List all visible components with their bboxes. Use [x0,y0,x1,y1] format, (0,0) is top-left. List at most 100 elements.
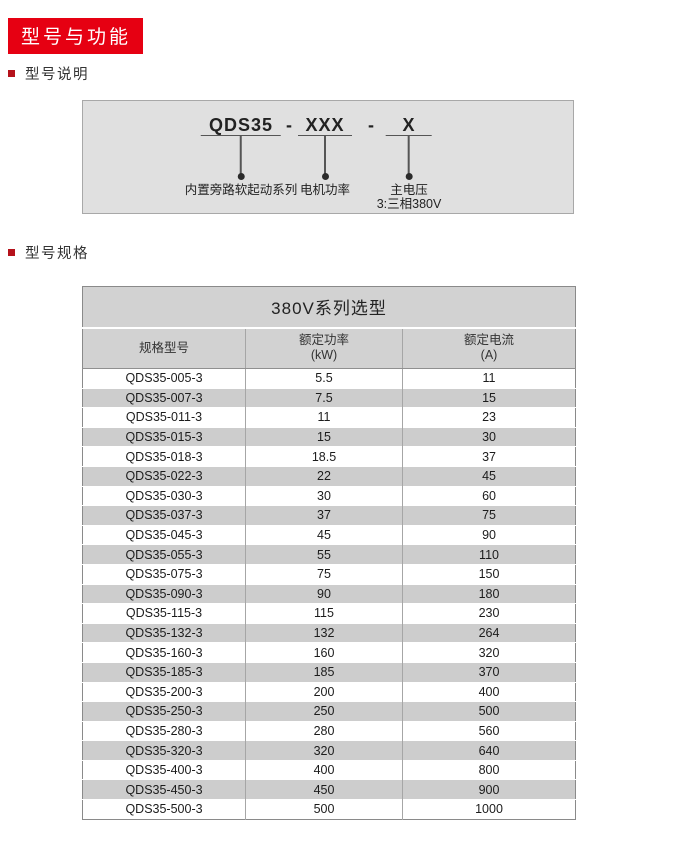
table-row: QDS35-005-3 5.5 11 [82,368,576,389]
diagram-part-series: QDS35 内置旁路软起动系列 [185,114,298,197]
callout-dot-icon [237,173,245,180]
model-cell: QDS35-115-3 [82,603,246,624]
column-header-line: 额定电流 [464,333,515,348]
model-cell: QDS35-015-3 [82,426,246,447]
callout-line [324,136,326,174]
series-code: QDS35 [200,114,281,136]
model-code-diagram: QDS35 内置旁路软起动系列 - XXX 电机功率 - X 主电压 3:三相3… [82,100,574,214]
voltage-sublabel: 3:三相380V [376,197,442,211]
table-title-row: 380V系列选型 [82,286,576,329]
voltage-label: 主电压 [390,183,428,197]
table-row: QDS35-400-3 400 800 [82,759,576,780]
section-model-description: 型号说明 [8,63,89,84]
current-cell: 1000 [401,799,576,820]
table-row: QDS35-018-3 18.5 37 [82,446,576,467]
table-row: QDS35-132-3 132 264 [82,622,576,643]
current-cell: 30 [401,426,576,447]
table-row: QDS35-007-3 7.5 15 [82,387,576,408]
power-cell: 5.5 [245,368,403,389]
power-cell: 37 [245,505,403,526]
current-cell: 75 [401,505,576,526]
current-cell: 37 [401,446,576,467]
diagram-part-power: XXX 电机功率 [298,114,352,197]
table-title: 380V系列选型 [82,286,576,329]
code-separator: - [286,115,292,135]
current-cell: 640 [401,740,576,761]
current-cell: 90 [401,524,576,545]
table-row: QDS35-090-3 90 180 [82,583,576,604]
code-separator: - [368,115,374,135]
power-cell: 18.5 [245,446,403,467]
current-cell: 900 [401,779,576,800]
table-row: QDS35-450-3 450 900 [82,779,576,800]
current-cell: 560 [401,720,576,741]
model-cell: QDS35-030-3 [82,485,246,506]
power-cell: 400 [245,759,403,780]
spec-table: 380V系列选型 规格型号 额定功率 (kW) 额定电流 (A) [82,286,577,820]
model-cell: QDS35-500-3 [82,799,246,820]
power-cell: 132 [245,622,403,643]
model-cell: QDS35-045-3 [82,524,246,545]
voltage-code: X [386,114,432,136]
model-cell: QDS35-132-3 [82,622,246,643]
table-row: QDS35-011-3 11 23 [82,407,576,428]
power-cell: 7.5 [245,387,403,408]
column-header-model: 规格型号 [82,327,246,369]
table-body: QDS35-005-3 5.5 11 QDS35-007-3 7.5 15 QD… [82,368,576,820]
power-cell: 450 [245,779,403,800]
model-cell: QDS35-400-3 [82,759,246,780]
power-cell: 30 [245,485,403,506]
current-cell: 45 [401,465,576,487]
table-row: QDS35-280-3 280 560 [82,720,576,741]
table-row: QDS35-320-3 320 640 [82,740,576,761]
table-row: QDS35-200-3 200 400 [82,681,576,702]
power-cell: 90 [245,583,403,604]
current-cell: 23 [401,407,576,428]
power-label: 电机功率 [299,183,350,197]
diagram-part-voltage: X 主电压 3:三相380V [377,114,442,211]
model-cell: QDS35-005-3 [82,368,246,389]
table-row: QDS35-185-3 185 370 [82,661,576,682]
power-cell: 250 [245,701,403,722]
table-row: QDS35-037-3 37 75 [82,505,576,526]
table-row: QDS35-500-3 500 1000 [82,799,576,820]
power-cell: 75 [245,563,403,585]
model-cell: QDS35-090-3 [82,583,246,604]
table-row: QDS35-045-3 45 90 [82,524,576,545]
table-header-row: 规格型号 额定功率 (kW) 额定电流 (A) [82,327,576,369]
power-cell: 280 [245,720,403,741]
power-cell: 500 [245,799,403,820]
series-label: 内置旁路软起动系列 [184,183,298,197]
current-cell: 11 [401,368,576,389]
section-model-specs: 型号规格 [8,242,89,263]
model-cell: QDS35-320-3 [82,740,246,761]
model-cell: QDS35-011-3 [82,407,246,428]
power-code: XXX [298,114,352,136]
current-cell: 230 [401,603,576,624]
power-cell: 22 [245,465,403,487]
model-cell: QDS35-200-3 [82,681,246,702]
table-row: QDS35-250-3 250 500 [82,701,576,722]
model-cell: QDS35-185-3 [82,661,246,682]
model-cell: QDS35-075-3 [82,563,246,585]
model-cell: QDS35-022-3 [82,465,246,487]
model-cell: QDS35-250-3 [82,701,246,722]
column-header-line: 规格型号 [138,340,189,355]
red-square-bullet-icon [8,249,15,256]
current-cell: 800 [401,759,576,780]
page-title: 型号与功能 [8,18,144,54]
power-cell: 320 [245,740,403,761]
current-cell: 400 [401,681,576,702]
current-cell: 370 [401,661,576,682]
column-header-line: 额定功率 [298,333,349,348]
table-row: QDS35-115-3 115 230 [82,603,576,624]
power-cell: 115 [245,603,403,624]
current-cell: 110 [401,544,576,565]
column-header-line: (A) [480,348,498,363]
power-cell: 185 [245,661,403,682]
callout-line [239,136,242,174]
table-row: QDS35-075-3 75 150 [82,563,576,585]
current-cell: 150 [401,563,576,585]
model-cell: QDS35-055-3 [82,544,246,565]
